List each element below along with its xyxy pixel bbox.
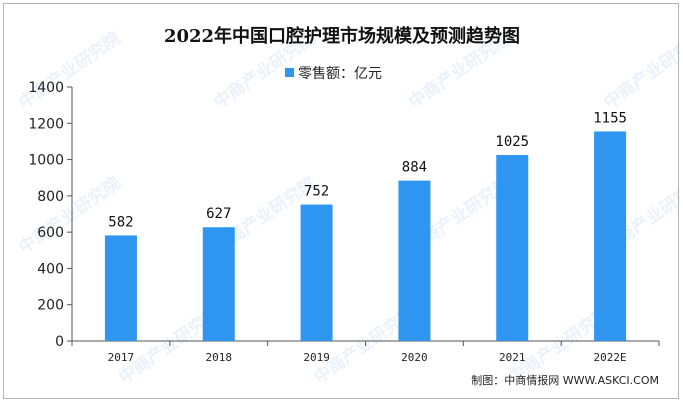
x-tick-label: 2021 (499, 351, 526, 364)
y-tick-label: 1200 (28, 116, 64, 132)
data-label: 627 (206, 206, 231, 222)
x-tick-label: 2018 (206, 351, 233, 364)
x-tick-label: 2022E (594, 351, 627, 364)
data-label: 752 (304, 184, 329, 200)
watermark-text: 中商产业研究院 (600, 28, 680, 113)
chart-title: 2022年中国口腔护理市场规模及预测趋势图 (164, 25, 520, 47)
data-label: 1025 (495, 134, 529, 150)
bar (496, 155, 529, 341)
bars (104, 131, 627, 341)
bar (594, 131, 627, 341)
x-tick-label: 2020 (401, 351, 428, 364)
x-tick-label: 2019 (303, 351, 330, 364)
bar (202, 227, 235, 341)
y-tick-label: 400 (37, 261, 64, 277)
x-axis: 2017 2018 2019 2020 2021 2022E (71, 340, 660, 364)
y-tick-label: 800 (37, 189, 64, 205)
legend-label: 零售额：亿元 (298, 66, 382, 82)
data-label: 582 (108, 214, 133, 230)
y-tick-label: 1000 (28, 153, 64, 169)
bar (398, 180, 431, 341)
legend-swatch (285, 68, 294, 77)
y-tick-label: 600 (37, 225, 64, 241)
watermark-text: 中商产业研究院 (15, 28, 125, 113)
data-labels: 582 627 752 884 1025 1155 (108, 110, 627, 230)
y-tick-label: 0 (55, 334, 64, 350)
x-tick-label: 2017 (108, 351, 135, 364)
chart-frame: 中商产业研究院 中商产业研究院 中商产业研究院 中商产业研究院 中商产业研究院 中商产业研… (3, 3, 680, 399)
data-label: 884 (402, 160, 427, 176)
bar (300, 204, 333, 341)
data-label: 1155 (593, 110, 627, 126)
bar (104, 235, 137, 341)
y-axis: 0 200 400 600 800 1000 1200 1400 (28, 80, 73, 350)
legend: 零售额：亿元 (285, 66, 382, 82)
y-tick-label: 1400 (28, 80, 64, 96)
source-note: 制图：中商情报网 WWW.ASKCI.COM (471, 373, 659, 387)
y-tick-label: 200 (37, 298, 64, 314)
